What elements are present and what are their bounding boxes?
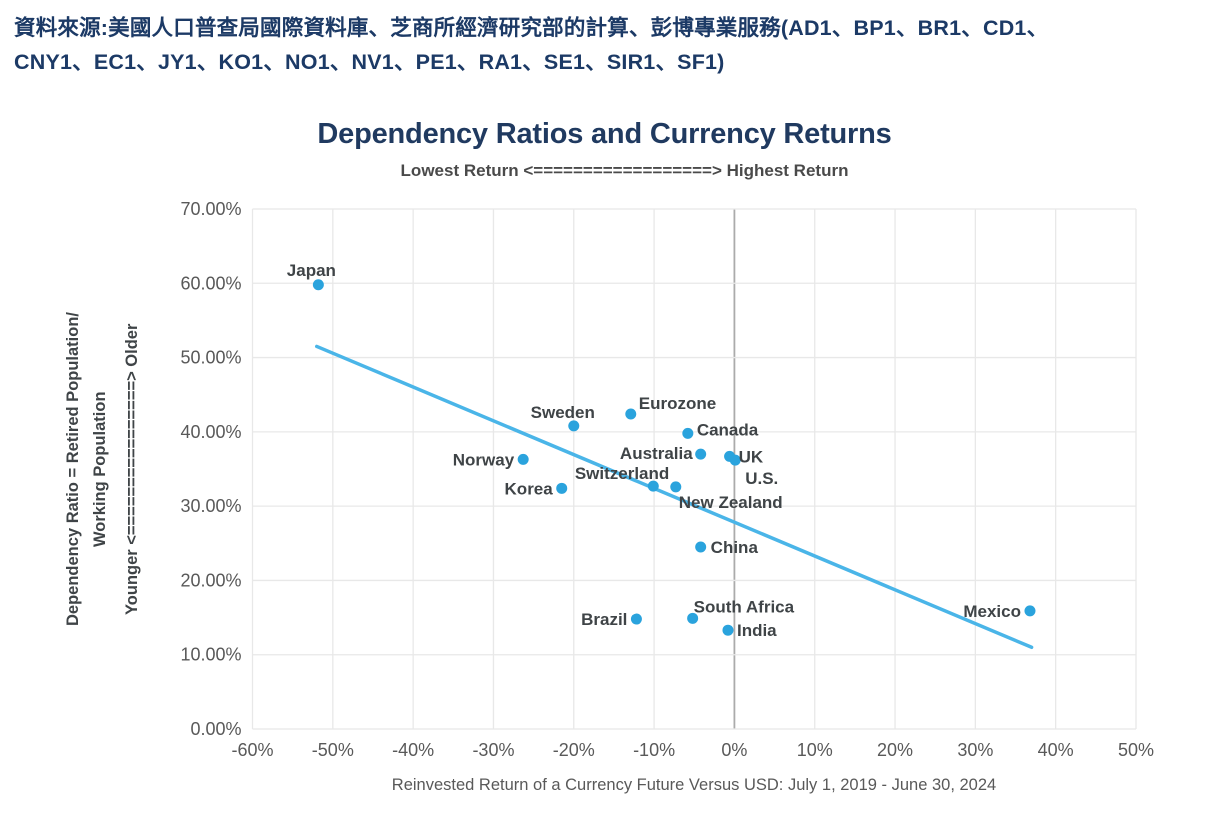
data-point-china <box>695 541 707 553</box>
data-point-switzerland <box>647 480 659 492</box>
y-tick-label: 0.00% <box>190 719 241 739</box>
point-label-south-africa: South Africa <box>694 597 795 616</box>
data-point-norway <box>517 453 529 465</box>
y-tick-label: 40.00% <box>180 422 241 442</box>
x-tick-label: -10% <box>633 740 675 760</box>
data-point-korea <box>556 482 568 494</box>
point-label-india: India <box>737 621 777 640</box>
data-point-australia <box>695 448 707 460</box>
source-attribution-line-1: 資料來源:美國人口普查局國際資料庫、芝商所經濟研究部的計算、彭博專業服務(AD1… <box>14 16 1049 40</box>
data-point-south-africa <box>687 612 699 624</box>
point-label-mexico: Mexico <box>963 602 1021 621</box>
trend-line <box>315 344 1034 650</box>
data-point-india <box>722 624 734 636</box>
point-label-china: China <box>711 538 759 557</box>
x-tick-label: -20% <box>553 740 595 760</box>
point-label-korea: Korea <box>505 479 554 498</box>
point-label-canada: Canada <box>697 420 759 439</box>
y-tick-label: 30.00% <box>180 496 241 516</box>
data-point-mexico <box>1024 605 1036 617</box>
y-tick-label: 50.00% <box>180 348 241 368</box>
point-label-eurozone: Eurozone <box>639 394 716 413</box>
data-point-new-zealand <box>670 481 682 493</box>
source-attribution-line-2: CNY1、EC1、JY1、KO1、NO1、NV1、PE1、RA1、SE1、SIR… <box>14 50 725 74</box>
point-label-norway: Norway <box>453 450 515 469</box>
y-tick-label: 10.00% <box>180 645 241 665</box>
y-tick-label: 70.00% <box>180 199 241 219</box>
data-point-japan <box>312 279 324 291</box>
x-tick-label: 40% <box>1038 740 1074 760</box>
data-point-eurozone <box>625 408 637 420</box>
x-tick-label: -30% <box>472 740 514 760</box>
data-point-canada <box>682 427 694 439</box>
x-tick-label: 50% <box>1118 740 1154 760</box>
point-label-new-zealand: New Zealand <box>679 493 783 512</box>
x-tick-label: 10% <box>797 740 833 760</box>
point-label-sweden: Sweden <box>531 403 595 422</box>
point-label-australia: Australia <box>620 444 693 463</box>
y-tick-label: 20.00% <box>180 570 241 590</box>
data-point-brazil <box>630 613 642 625</box>
x-tick-label: -60% <box>231 740 273 760</box>
x-tick-label: -40% <box>392 740 434 760</box>
x-tick-label: 30% <box>957 740 993 760</box>
point-label-uk: UK <box>739 447 764 466</box>
x-axis-title: Reinvested Return of a Currency Future V… <box>391 776 997 794</box>
data-point-sweden <box>568 420 580 432</box>
x-tick-label: -50% <box>312 740 354 760</box>
point-label-japan: Japan <box>287 261 336 280</box>
chart-title: Dependency Ratios and Currency Returns <box>317 118 892 150</box>
point-label-u-s-: U.S. <box>745 469 778 488</box>
point-label-switzerland: Switzerland <box>575 464 669 483</box>
point-label-brazil: Brazil <box>581 610 627 629</box>
x-tick-label: 20% <box>877 740 913 760</box>
x-tick-label: 0% <box>721 740 747 760</box>
source-attribution: 資料來源:美國人口普查局國際資料庫、芝商所經濟研究部的計算、彭博專業服務(AD1… <box>14 11 1199 79</box>
data-point-u-s- <box>729 454 741 466</box>
chart-subtitle: Lowest Return <==================> Highe… <box>400 161 849 180</box>
y-tick-label: 60.00% <box>180 273 241 293</box>
